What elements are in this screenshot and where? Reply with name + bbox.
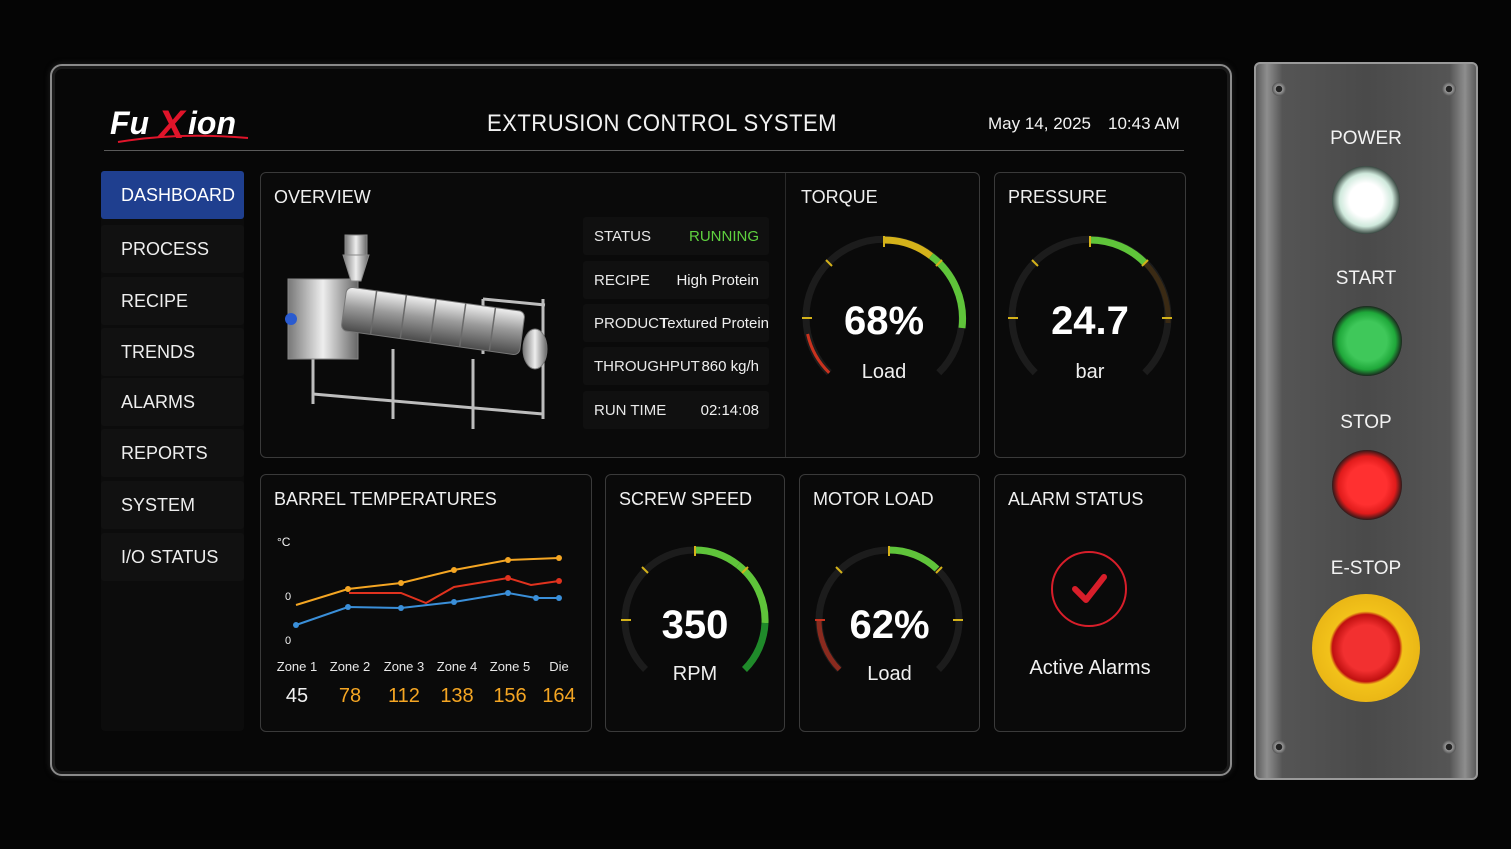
screw-icon: [1442, 82, 1456, 96]
start-label: START: [1335, 268, 1397, 289]
nav-item-system[interactable]: SYSTEM: [101, 481, 244, 529]
barrel-title: BARREL TEMPERATURES: [274, 489, 497, 509]
torque-unit: Load: [861, 361, 907, 383]
hmi-screen-bezel: Fu X ion EXTRUSION CONTROL SYSTEM May 14…: [50, 64, 1232, 776]
screw-speed-title: SCREW SPEED: [619, 489, 753, 509]
alarm-status-message: Active Alarms: [1029, 657, 1151, 679]
hmi-screen: Fu X ion EXTRUSION CONTROL SYSTEM May 14…: [52, 66, 1230, 774]
stop-button[interactable]: [1332, 450, 1402, 520]
page-title: EXTRUSION CONTROL SYSTEM: [486, 110, 838, 137]
torque-gauge[interactable]: [799, 233, 969, 403]
status-value: RUNNING: [689, 228, 759, 245]
start-button[interactable]: [1332, 306, 1402, 376]
screw-speed-gauge[interactable]: [618, 543, 772, 697]
alarm-status-card: ALARM STATUS Active Alarms: [994, 474, 1186, 732]
overview-row-throughput: THROUGHPUT 860 kg/h: [583, 347, 769, 385]
torque-value: 68%: [843, 299, 925, 343]
motor-load-card: MOTOR LOAD 62% Load: [799, 474, 980, 732]
zone-1-label: Zone 1: [276, 659, 318, 674]
overview-divider: [785, 173, 786, 457]
zone-1-value: 45: [285, 685, 309, 707]
screw-icon: [1272, 740, 1286, 754]
torque-title: TORQUE: [801, 187, 878, 207]
check-icon: [1051, 551, 1127, 627]
zone-2-label: Zone 2: [329, 659, 371, 674]
emergency-stop-button[interactable]: [1312, 594, 1420, 702]
die-label: Die: [549, 659, 569, 674]
motor-load-value: 62%: [849, 603, 930, 647]
overview-title: OVERVIEW: [274, 187, 371, 207]
svg-text:Fu: Fu: [110, 105, 149, 141]
die-value: 164: [542, 685, 576, 707]
barrel-unit-label: °C: [277, 535, 291, 549]
estop-label: E-STOP: [1330, 558, 1402, 579]
overview-card: OVERVIEW: [260, 172, 980, 458]
nav-item-reports[interactable]: REPORTS: [101, 429, 244, 477]
zone-5-value: 156: [493, 685, 527, 707]
nav-item-process[interactable]: PROCESS: [101, 225, 244, 273]
barrel-y-tick: 0: [285, 591, 292, 603]
nav-item-recipe[interactable]: RECIPE: [101, 277, 244, 325]
nav-item-dashboard[interactable]: DASHBOARD: [101, 171, 244, 219]
control-panel: POWER START STOP E-STOP: [1254, 62, 1478, 780]
pressure-card: PRESSURE 24.7 bar: [994, 172, 1186, 458]
barrel-y-tick: 0: [285, 635, 292, 647]
zone-5-label: Zone 5: [489, 659, 531, 674]
motor-load-title: MOTOR LOAD: [813, 489, 934, 509]
barrel-temperature-chart: [293, 555, 562, 628]
nav-item-alarms[interactable]: ALARMS: [101, 378, 244, 426]
zone-3-value: 112: [388, 685, 420, 707]
zone-3-label: Zone 3: [383, 659, 425, 674]
zone-2-value: 78: [338, 685, 362, 707]
overview-row-runtime: RUN TIME 02:14:08: [583, 391, 769, 429]
overview-row-product: PRODUCT Textured Protein: [583, 304, 769, 342]
screw-icon: [1442, 740, 1456, 754]
pressure-gauge[interactable]: [1005, 233, 1175, 403]
sidebar-nav: DASHBOARD PROCESS RECIPE TRENDS ALARMS R…: [101, 171, 244, 731]
screw-speed-value: 350: [661, 603, 729, 647]
nav-item-trends[interactable]: TRENDS: [101, 328, 244, 376]
overview-row-status: STATUS RUNNING: [583, 217, 769, 255]
motor-load-gauge[interactable]: [812, 543, 966, 697]
zone-4-value: 138: [440, 685, 474, 707]
motor-load-unit: Load: [867, 663, 912, 685]
extruder-machine-image: [285, 234, 548, 429]
overview-row-recipe: RECIPE High Protein: [583, 261, 769, 299]
screw-speed-unit: RPM: [672, 663, 718, 685]
svg-text:X: X: [156, 103, 187, 147]
stop-label: STOP: [1340, 412, 1392, 433]
pressure-title: PRESSURE: [1008, 187, 1108, 207]
header-divider: [104, 150, 1184, 151]
alarm-status-title: ALARM STATUS: [1008, 489, 1144, 509]
fuxion-logo: Fu X ion: [110, 103, 249, 147]
pressure-unit: bar: [1075, 361, 1105, 383]
nav-item-io-status[interactable]: I/O STATUS: [101, 533, 244, 581]
barrel-temperatures-card: BARREL TEMPERATURES °C 0 0 Zone 1 Zone: [260, 474, 592, 732]
time-display: 10:43 AM: [1108, 114, 1180, 133]
pressure-value: 24.7: [1051, 299, 1129, 343]
zone-4-label: Zone 4: [436, 659, 478, 674]
power-label: POWER: [1330, 128, 1402, 149]
power-indicator-light: [1332, 166, 1400, 234]
screw-speed-card: SCREW SPEED 350 RPM: [605, 474, 785, 732]
screw-icon: [1272, 82, 1286, 96]
date-display: May 14, 2025: [988, 114, 1092, 133]
